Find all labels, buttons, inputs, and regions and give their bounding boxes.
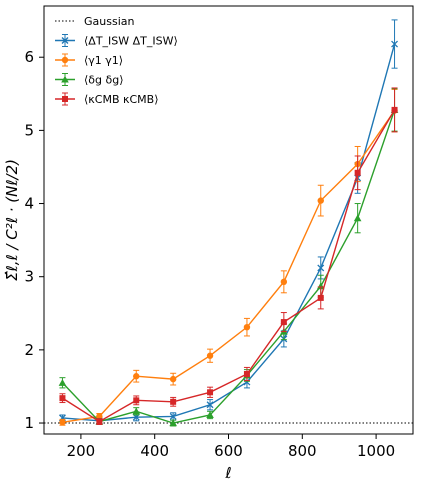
data-point-stroke-b	[206, 401, 214, 409]
data-point	[132, 407, 141, 415]
plot-area	[44, 19, 413, 427]
data-point	[96, 418, 103, 425]
data-point	[243, 323, 251, 331]
data-point	[58, 378, 67, 386]
x-tick-label: 800	[288, 442, 317, 460]
y-tick-label: 1	[24, 414, 34, 432]
legend-swatch-marker-stroke-b	[61, 37, 69, 44]
data-point	[317, 264, 325, 272]
x-tick-label: 400	[140, 442, 169, 460]
data-point-stroke-b	[317, 264, 325, 272]
data-point	[59, 419, 66, 426]
legend-label: Gaussian	[84, 15, 134, 28]
data-point	[59, 395, 66, 402]
data-point	[391, 106, 398, 113]
data-point-stroke-b	[391, 40, 399, 48]
y-tick-label: 6	[24, 48, 34, 66]
legend-swatch-marker	[61, 56, 69, 64]
legend: Gaussian ⟨ΔT_ISW ΔT_ISW⟩ ⟨γ1 γ1⟩ ⟨δg δg⟩ ⟨κC…	[55, 15, 178, 106]
series-line-3	[62, 109, 396, 423]
y-tick-label: 4	[24, 195, 34, 213]
legend-entry-4: ⟨κCMB κCMB⟩	[55, 92, 158, 106]
data-point	[169, 375, 177, 383]
data-point	[317, 197, 324, 204]
data-point	[243, 371, 250, 378]
data-point	[280, 319, 287, 326]
series-1	[59, 88, 398, 426]
series-line-1	[62, 110, 396, 423]
legend-swatch-marker	[62, 96, 68, 102]
series-line-0	[62, 43, 396, 422]
legend-label: ⟨ΔT_ISW ΔT_ISW⟩	[84, 35, 178, 48]
data-point	[354, 169, 361, 176]
axes: 200 400 600 800 1000 1 2 3 4 5 6	[24, 5, 414, 460]
x-tick-label: 600	[214, 442, 243, 460]
data-point	[169, 419, 177, 427]
legend-swatch-marker	[61, 75, 69, 83]
data-point	[353, 214, 362, 222]
y-axis-label: Σ̂ℓ,ℓ / C²ℓ · (Nℓ/2)	[3, 159, 21, 281]
legend-entry-1: ⟨ΔT_ISW ΔT_ISW⟩	[55, 34, 178, 48]
y-tick-label: 5	[24, 121, 34, 139]
y-tick-label: 2	[24, 341, 34, 359]
legend-label: ⟨γ1 γ1⟩	[84, 54, 123, 67]
data-point	[206, 401, 214, 409]
data-point	[133, 397, 140, 404]
y-tick-label: 3	[24, 268, 34, 286]
data-point	[96, 413, 103, 420]
legend-label: ⟨δg δg⟩	[84, 74, 124, 87]
data-point	[316, 282, 325, 290]
data-point-stroke-b	[169, 412, 177, 420]
data-point	[280, 278, 288, 286]
data-point	[317, 294, 324, 301]
x-tick-label: 200	[67, 442, 96, 460]
data-point	[207, 389, 214, 396]
legend-swatch-marker	[61, 37, 69, 44]
data-point	[169, 412, 177, 420]
data-point	[133, 373, 140, 380]
legend-entry-2: ⟨γ1 γ1⟩	[55, 53, 123, 67]
series-2	[58, 88, 399, 427]
series-3	[59, 87, 398, 425]
data-point-stroke-b	[243, 378, 251, 386]
data-point	[243, 378, 251, 386]
legend-entry-3: ⟨δg δg⟩	[55, 73, 124, 87]
data-point	[206, 352, 214, 359]
legend-entry-0: Gaussian	[55, 15, 134, 28]
data-point	[391, 40, 399, 48]
data-point	[206, 411, 214, 419]
series-line-2	[61, 109, 396, 424]
data-point	[170, 398, 177, 405]
x-axis-label: ℓ	[224, 464, 231, 482]
legend-label: ⟨κCMB κCMB⟩	[84, 93, 158, 106]
x-tick-label: 1000	[357, 442, 395, 460]
